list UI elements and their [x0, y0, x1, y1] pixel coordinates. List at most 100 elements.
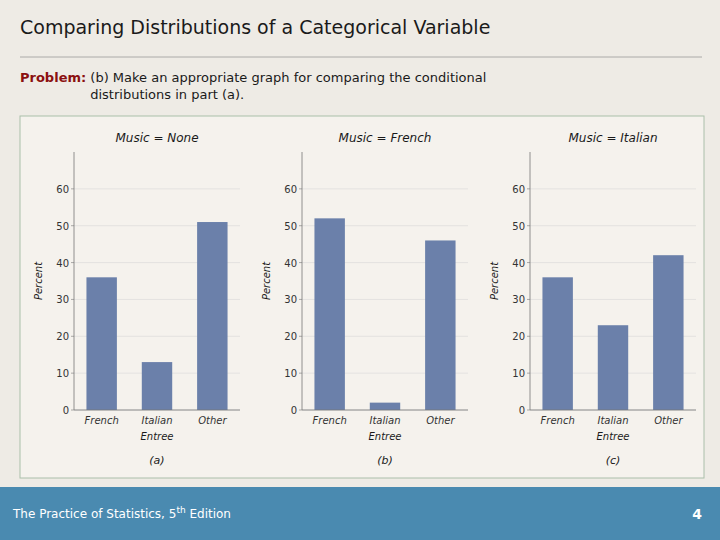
y-tick	[71, 188, 74, 189]
x-tick-label: French	[541, 415, 575, 426]
y-tick-label: 30	[284, 294, 297, 305]
footer-edition: Edition	[186, 507, 231, 521]
y-tick	[71, 262, 74, 263]
bar	[542, 277, 572, 410]
bars	[86, 222, 227, 410]
x-tick-label: Other	[198, 415, 227, 426]
y-tick	[299, 262, 302, 263]
bar	[598, 325, 628, 410]
y-tick-label: 20	[284, 331, 297, 342]
grid-line	[74, 410, 240, 411]
y-tick	[527, 188, 530, 189]
y-tick	[299, 225, 302, 226]
x-axis-label: Entree	[369, 431, 402, 442]
y-tick	[299, 336, 302, 337]
x-tick-label: Italian	[141, 415, 172, 426]
y-tick	[299, 188, 302, 189]
x-axis	[302, 410, 468, 411]
title: Comparing Distributions of a Categorical…	[20, 16, 490, 38]
y-tick-label: 50	[56, 221, 69, 232]
subplot-subtitle: (b)	[377, 454, 393, 467]
y-tick-label: 0	[291, 405, 297, 416]
y-tick	[527, 410, 530, 411]
bar	[197, 222, 227, 410]
y-tick	[71, 225, 74, 226]
x-axis-label: Entree	[597, 431, 630, 442]
subplot: 0 10 20 30 40 50 60 French Italian Other Music = F…	[261, 131, 468, 467]
problem-label: Problem:	[20, 70, 86, 85]
y-tick	[527, 373, 530, 374]
y-tick-label: 60	[512, 184, 525, 195]
y-tick-label: 30	[512, 294, 525, 305]
y-tick-label: 10	[284, 368, 297, 379]
y-tick-label: 60	[284, 184, 297, 195]
y-tick	[71, 373, 74, 374]
x-axis	[530, 410, 696, 411]
y-tick	[527, 225, 530, 226]
y-axis	[302, 152, 303, 410]
panel	[20, 116, 704, 478]
footer-number: 4	[692, 506, 702, 522]
bar	[425, 240, 455, 410]
problem-text: (b) Make an appropriate graph for compar…	[86, 70, 486, 102]
y-tick-label: 0	[519, 405, 525, 416]
x-tick-label: French	[313, 415, 347, 426]
footer	[0, 487, 720, 540]
subplot-title: Music = Italian	[568, 131, 657, 145]
footer-main: The Practice of Statistics, 5	[12, 507, 176, 521]
x-axis	[74, 410, 240, 411]
y-tick	[527, 262, 530, 263]
bar	[142, 362, 172, 410]
bar	[86, 277, 116, 410]
subplot-title: Music = French	[339, 131, 432, 145]
x-tick-label: Italian	[369, 415, 400, 426]
y-tick	[527, 299, 530, 300]
grid-line	[302, 188, 468, 189]
y-tick-label: 0	[63, 405, 69, 416]
title-rule	[20, 57, 702, 58]
grid-line	[530, 410, 696, 411]
y-axis	[530, 152, 531, 410]
grid-line	[302, 410, 468, 411]
bar	[370, 403, 400, 410]
y-tick-label: 40	[512, 258, 525, 269]
y-tick-label: 40	[284, 258, 297, 269]
x-tick-label: Italian	[597, 415, 628, 426]
y-axis-label: Percent	[489, 261, 500, 300]
problem-line: distributions in part (a).	[90, 87, 244, 102]
bars	[542, 255, 683, 410]
y-tick	[299, 373, 302, 374]
y-tick-label: 60	[56, 184, 69, 195]
background	[0, 0, 720, 540]
problem-line: (b) Make an appropriate graph for compar…	[86, 70, 486, 85]
y-tick	[71, 299, 74, 300]
bars	[314, 218, 455, 410]
y-tick-label: 20	[56, 331, 69, 342]
y-tick	[299, 299, 302, 300]
y-tick-label: 20	[512, 331, 525, 342]
y-axis-label: Percent	[33, 261, 44, 300]
x-axis-label: Entree	[141, 431, 174, 442]
y-tick-label: 10	[56, 368, 69, 379]
grid-line	[74, 188, 240, 189]
subplot-title: Music = None	[115, 131, 198, 145]
y-axis	[74, 152, 75, 410]
y-tick-label: 50	[284, 221, 297, 232]
subplot: 0102030405060FrenchItalianOtherMusic = N…	[33, 131, 240, 467]
y-tick	[299, 410, 302, 411]
x-tick-label: Other	[426, 415, 455, 426]
footer-text: The Practice of Statistics, 5th Edition	[12, 505, 231, 521]
y-tick-label: 10	[512, 368, 525, 379]
footer-superscript: th	[176, 505, 185, 515]
x-tick-label: French	[85, 415, 119, 426]
x-tick-label: Other	[654, 415, 683, 426]
y-tick	[527, 336, 530, 337]
y-tick	[71, 336, 74, 337]
y-axis-label: Percent	[261, 261, 272, 300]
subplot-subtitle: (c)	[606, 454, 621, 467]
bar	[653, 255, 683, 410]
y-tick-label: 50	[512, 221, 525, 232]
y-tick	[71, 410, 74, 411]
y-tick-label: 30	[56, 294, 69, 305]
subplot-subtitle: (a)	[149, 454, 164, 467]
